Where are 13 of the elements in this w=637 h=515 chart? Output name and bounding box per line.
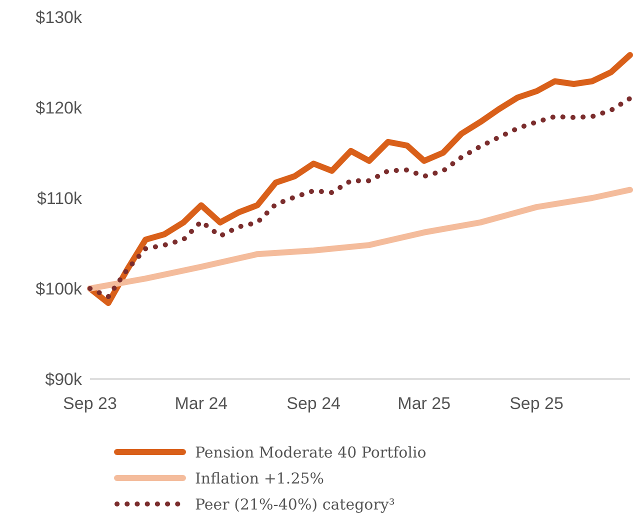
y-tick-label: $90k: [45, 370, 82, 389]
x-tick-label: Sep 24: [286, 394, 341, 413]
x-tick-label: Sep 25: [510, 394, 564, 413]
y-tick-label: $100k: [36, 279, 82, 298]
x-tick-label: Sep 23: [63, 394, 117, 413]
y-tick-label: $130k: [36, 8, 82, 27]
y-tick-label: $120k: [36, 98, 82, 118]
legend-label: Inflation +1.25%: [195, 469, 324, 488]
x-tick-label: Mar 25: [398, 394, 451, 413]
x-tick-label: Mar 24: [174, 394, 228, 413]
y-tick-label: $110k: [36, 188, 82, 208]
legend-label: Pension Moderate 40 Portfolio: [195, 443, 426, 462]
legend-label: Peer (21%-40%) category³: [195, 495, 395, 514]
